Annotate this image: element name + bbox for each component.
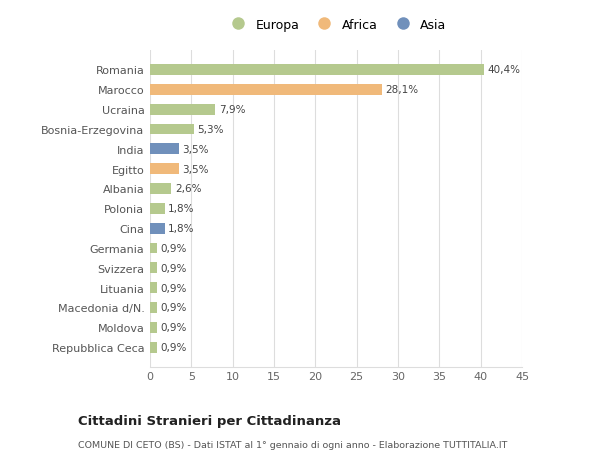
Bar [150, 164, 179, 175]
Bar [150, 322, 157, 333]
Text: 2,6%: 2,6% [175, 184, 202, 194]
Text: Cittadini Stranieri per Cittadinanza: Cittadini Stranieri per Cittadinanza [78, 414, 341, 428]
Bar [150, 302, 157, 313]
Bar [150, 144, 179, 155]
Text: COMUNE DI CETO (BS) - Dati ISTAT al 1° gennaio di ogni anno - Elaborazione TUTTI: COMUNE DI CETO (BS) - Dati ISTAT al 1° g… [78, 441, 508, 449]
Text: 7,9%: 7,9% [218, 105, 245, 115]
Bar [150, 263, 157, 274]
Bar [150, 124, 194, 135]
Text: 3,5%: 3,5% [182, 164, 209, 174]
Text: 1,8%: 1,8% [168, 224, 194, 234]
Bar [150, 203, 165, 214]
Text: 28,1%: 28,1% [386, 85, 419, 95]
Text: 5,3%: 5,3% [197, 125, 224, 134]
Text: 0,9%: 0,9% [161, 243, 187, 253]
Text: 0,9%: 0,9% [161, 323, 187, 333]
Bar [150, 184, 172, 195]
Bar [150, 283, 157, 293]
Text: 3,5%: 3,5% [182, 145, 209, 155]
Bar [150, 65, 484, 76]
Bar [150, 223, 165, 234]
Text: 0,9%: 0,9% [161, 283, 187, 293]
Text: 1,8%: 1,8% [168, 204, 194, 214]
Text: 0,9%: 0,9% [161, 263, 187, 273]
Legend: Europa, Africa, Asia: Europa, Africa, Asia [226, 19, 446, 32]
Text: 0,9%: 0,9% [161, 303, 187, 313]
Bar [150, 243, 157, 254]
Text: 40,4%: 40,4% [487, 65, 520, 75]
Bar [150, 105, 215, 115]
Bar [150, 342, 157, 353]
Bar [150, 84, 382, 95]
Text: 0,9%: 0,9% [161, 342, 187, 353]
